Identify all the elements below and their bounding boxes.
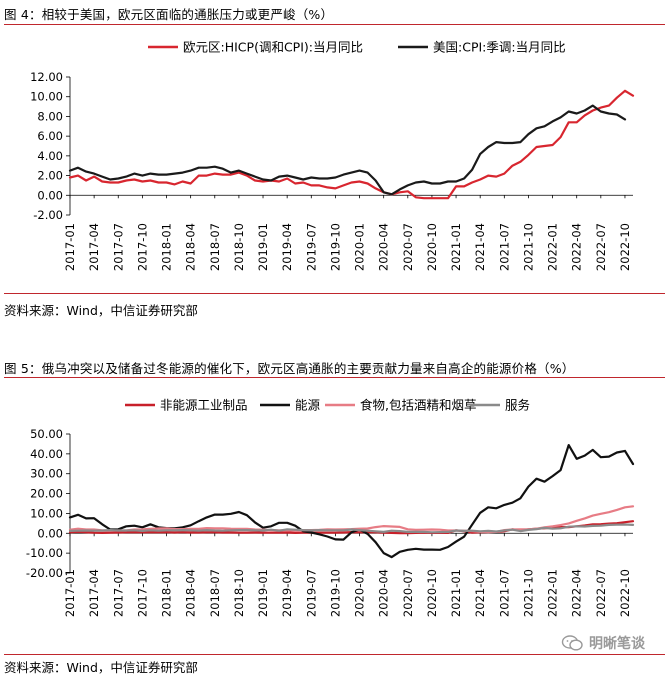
watermark-text: 明晰笔谈	[589, 635, 646, 652]
legend-label: 食物,包括酒精和烟草	[360, 398, 476, 413]
x-tick-label: 2021-07	[497, 569, 511, 617]
x-tick-label: 2021-04	[473, 569, 487, 617]
y-tick-label: 40.00	[30, 447, 63, 461]
y-tick-label: -2.00	[33, 208, 63, 222]
x-tick-label: 2019-10	[328, 223, 342, 271]
x-tick-label: 2021-01	[449, 569, 463, 617]
x-tick-label: 2017-07	[111, 569, 125, 617]
x-tick-label: 2019-07	[304, 569, 318, 617]
x-tick-label: 2020-04	[377, 569, 391, 617]
x-tick-label: 2017-10	[135, 569, 149, 617]
legend-label: 服务	[505, 398, 530, 413]
y-tick-label: 30.00	[30, 467, 63, 481]
x-tick-label: 2018-04	[184, 223, 198, 271]
x-tick-label: 2018-01	[160, 569, 174, 617]
figure-4-title: 图 4：相较于美国，欧元区面临的通胀压力或更严峻（%）	[4, 7, 334, 22]
y-tick-label: 6.00	[37, 129, 63, 143]
y-tick-label: 0.00	[37, 188, 63, 202]
series-line-1	[68, 443, 635, 559]
x-tick-label: 2019-04	[280, 569, 294, 617]
figure-5-source: 资料来源：Wind，中信证券研究部	[4, 660, 198, 675]
x-tick-label: 2020-10	[425, 569, 439, 617]
legend-label: 欧元区:HICP(调和CPI):当月同比	[183, 40, 363, 55]
x-tick-label: 2019-10	[328, 569, 342, 617]
x-tick-label: 2021-10	[521, 223, 535, 271]
x-tick-label: 2018-07	[208, 569, 222, 617]
series-line-1	[68, 104, 627, 196]
y-tick-label: 4.00	[37, 149, 63, 163]
y-tick-label: 8.00	[37, 109, 63, 123]
x-tick-label: 2022-01	[546, 569, 560, 617]
x-tick-label: 2020-07	[401, 569, 415, 617]
x-tick-label: 2018-10	[232, 569, 246, 617]
x-tick-label: 2018-01	[160, 223, 174, 271]
y-tick-label: 2.00	[37, 169, 63, 183]
x-tick-label: 2021-01	[449, 223, 463, 271]
figure-4-source-rule	[4, 293, 665, 294]
y-tick-label: 20.00	[30, 487, 63, 501]
x-tick-label: 2020-10	[425, 223, 439, 271]
wechat-watermark: 明晰笔谈	[561, 635, 646, 652]
x-tick-label: 2018-07	[208, 223, 222, 271]
x-tick-label: 2019-01	[256, 223, 270, 271]
x-tick-label: 2017-01	[63, 223, 77, 271]
x-tick-label: 2022-07	[594, 223, 608, 271]
figure-4-source: 资料来源：Wind，中信证券研究部	[4, 303, 198, 318]
x-tick-label: 2019-04	[280, 223, 294, 271]
y-tick-label: -20.00	[26, 566, 63, 580]
figure-5-source-rule	[4, 654, 665, 655]
y-tick-label: 0.00	[37, 526, 63, 540]
figure-4-chart: 欧元区:HICP(调和CPI):当月同比 美国:CPI:季调:当月同比 12.00 1…	[30, 40, 635, 271]
x-tick-label: 2018-04	[184, 569, 198, 617]
x-tick-label: 2020-01	[353, 223, 367, 271]
x-tick-label: 2017-07	[111, 223, 125, 271]
x-tick-label: 2019-07	[304, 223, 318, 271]
x-tick-label: 2022-07	[594, 569, 608, 617]
legend-label: 能源	[295, 398, 321, 413]
figure-5-chart: 非能源工业制品 能源 食物,包括酒精和烟草 服务 50.00 40.00 30.00 20.0…	[26, 398, 635, 617]
figure-4-title-rule	[4, 24, 665, 25]
x-tick-label: 2022-10	[618, 569, 632, 617]
y-tick-label: -10.00	[26, 546, 63, 560]
y-tick-label: 12.00	[30, 70, 63, 84]
x-tick-label: 2017-01	[63, 569, 77, 617]
wechat-logo-icon	[561, 635, 583, 651]
legend-label: 美国:CPI:季调:当月同比	[433, 40, 566, 55]
x-tick-label: 2020-04	[377, 223, 391, 271]
x-tick-label: 2020-01	[353, 569, 367, 617]
x-tick-label: 2019-01	[256, 569, 270, 617]
y-tick-label: 50.00	[30, 427, 63, 441]
x-tick-label: 2017-04	[87, 569, 101, 617]
x-tick-label: 2022-01	[546, 223, 560, 271]
y-tick-label: 10.00	[30, 506, 63, 520]
x-tick-label: 2020-07	[401, 223, 415, 271]
legend-label: 非能源工业制品	[160, 398, 248, 413]
x-tick-label: 2022-04	[570, 569, 584, 617]
series-line-3	[68, 523, 635, 534]
x-tick-label: 2021-07	[497, 223, 511, 271]
x-tick-label: 2021-10	[521, 569, 535, 617]
y-tick-label: 10.00	[30, 90, 63, 104]
figure-5-title: 图 5：俄乌冲突以及储备过冬能源的催化下，欧元区高通胀的主要贡献力量来自高企的能…	[4, 361, 575, 376]
x-tick-label: 2017-04	[87, 223, 101, 271]
x-tick-label: 2022-10	[618, 223, 632, 271]
figure-5-title-rule	[4, 377, 665, 378]
series-line-0	[68, 89, 635, 200]
x-tick-label: 2017-10	[135, 223, 149, 271]
x-tick-label: 2022-04	[570, 223, 584, 271]
x-tick-label: 2021-04	[473, 223, 487, 271]
x-tick-label: 2018-10	[232, 223, 246, 271]
